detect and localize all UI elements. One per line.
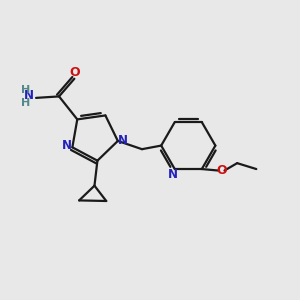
Text: O: O (69, 66, 80, 80)
Text: N: N (24, 89, 34, 102)
Text: N: N (62, 140, 72, 152)
Text: N: N (118, 134, 128, 147)
Text: N: N (168, 168, 178, 182)
Text: O: O (216, 164, 227, 177)
Text: H: H (21, 85, 30, 94)
Text: H: H (21, 98, 30, 108)
